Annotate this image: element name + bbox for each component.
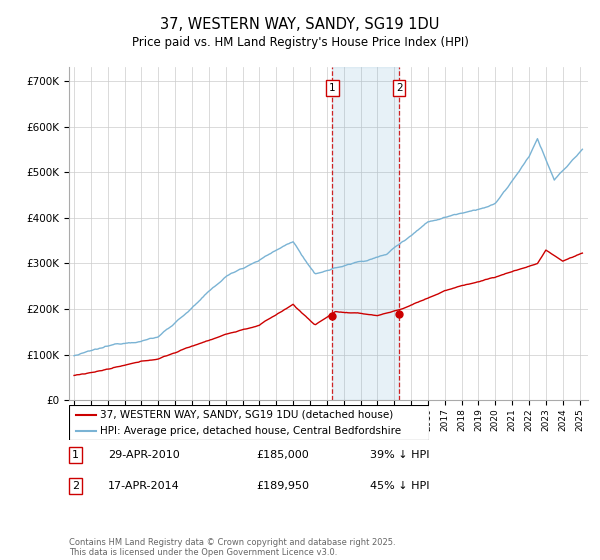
Text: Contains HM Land Registry data © Crown copyright and database right 2025.
This d: Contains HM Land Registry data © Crown c… xyxy=(69,538,395,557)
FancyBboxPatch shape xyxy=(69,405,429,440)
Text: 2: 2 xyxy=(71,481,79,491)
Text: 45% ↓ HPI: 45% ↓ HPI xyxy=(370,481,430,491)
Text: HPI: Average price, detached house, Central Bedfordshire: HPI: Average price, detached house, Cent… xyxy=(100,426,401,436)
Text: Price paid vs. HM Land Registry's House Price Index (HPI): Price paid vs. HM Land Registry's House … xyxy=(131,36,469,49)
Bar xyxy=(332,67,399,400)
Text: 37, WESTERN WAY, SANDY, SG19 1DU (detached house): 37, WESTERN WAY, SANDY, SG19 1DU (detach… xyxy=(100,409,393,419)
Text: 17-APR-2014: 17-APR-2014 xyxy=(108,481,179,491)
Text: 37, WESTERN WAY, SANDY, SG19 1DU: 37, WESTERN WAY, SANDY, SG19 1DU xyxy=(160,17,440,32)
Text: 2: 2 xyxy=(396,83,403,93)
Text: 29-APR-2010: 29-APR-2010 xyxy=(108,450,179,460)
Text: £185,000: £185,000 xyxy=(256,450,308,460)
Text: 39% ↓ HPI: 39% ↓ HPI xyxy=(370,450,430,460)
Text: £189,950: £189,950 xyxy=(256,481,309,491)
Text: 1: 1 xyxy=(72,450,79,460)
Text: 1: 1 xyxy=(329,83,335,93)
